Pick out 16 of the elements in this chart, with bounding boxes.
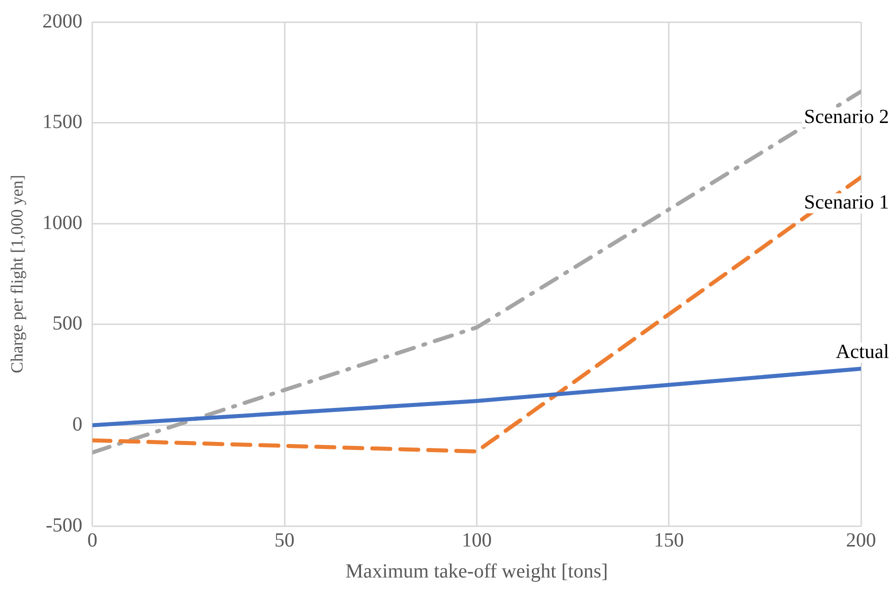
series-label: Actual [836,341,890,363]
y-axis-title: Charge per flight [1,000 yen] [8,174,27,374]
y-tick-label: 0 [72,413,82,436]
y-tick-label: 2000 [42,10,82,32]
x-tick-label: 50 [274,529,295,552]
y-tick-label: 500 [52,312,82,335]
y-tick-label: 1500 [42,111,82,134]
x-tick-label: 150 [654,529,684,552]
x-tick-label: 100 [462,529,492,552]
y-tick-label: 1000 [42,212,82,234]
y-tick-label: -500 [46,514,82,536]
x-axis-title: Maximum take-off weight [tons] [346,560,608,582]
series-label: Scenario 1 [804,191,889,214]
x-tick-label: 0 [87,529,98,552]
series-label: Scenario 2 [804,106,889,128]
x-tick-label: 200 [846,529,876,552]
